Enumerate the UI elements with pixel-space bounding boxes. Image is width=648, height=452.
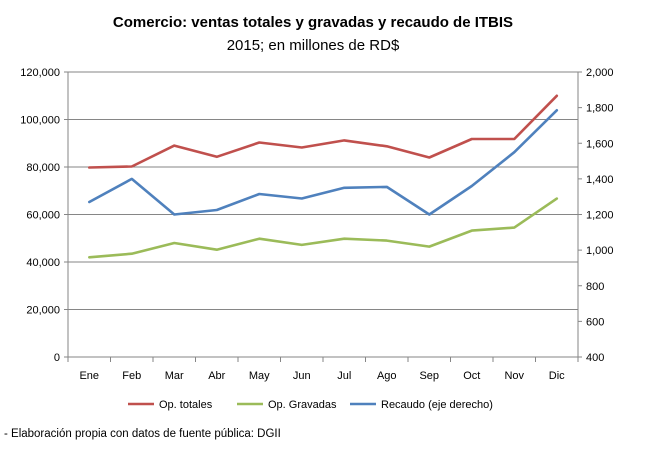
legend-label: Op. Gravadas <box>268 399 337 411</box>
right-axis-tick-label: 1,200 <box>586 210 614 222</box>
x-axis-tick-label: Mar <box>165 370 184 382</box>
right-axis-tick-label: 2,000 <box>586 67 614 79</box>
left-axis-tick-label: 80,000 <box>26 162 60 174</box>
right-axis-tick-label: 1,800 <box>586 103 614 115</box>
left-axis-tick-label: 20,000 <box>26 305 60 317</box>
left-axis-tick-label: 40,000 <box>26 257 60 269</box>
legend: Op. totales Op. Gravadas Recaudo (eje dere… <box>128 399 493 411</box>
x-axis-tick-label: May <box>249 370 270 382</box>
series-lines <box>88 94 559 259</box>
right-axis-tick-label: 1,400 <box>586 174 614 186</box>
right-axis-tick-label: 1,600 <box>586 138 614 150</box>
x-axis-tick-label: Feb <box>122 370 141 382</box>
source-footnote: - Elaboración propia con datos de fuente… <box>4 428 281 440</box>
legend-label: Op. totales <box>159 399 213 411</box>
x-axis-tick-label: Ago <box>377 370 397 382</box>
series-line-recaudo-eje-derecho <box>88 109 559 216</box>
x-axis-tick-label: Sep <box>419 370 439 382</box>
series-line-op-gravadas <box>88 197 559 259</box>
gridlines <box>68 71 578 310</box>
series-line-op-totales <box>88 94 559 169</box>
legend-label: Recaudo (eje derecho) <box>381 399 493 411</box>
right-axis-tick-label: 400 <box>586 352 604 364</box>
left-axis-tick-label: 0 <box>54 352 60 364</box>
x-axis-tick-label: Nov <box>504 370 524 382</box>
right-axis-tick-label: 600 <box>586 316 604 328</box>
x-axis-tick-label: Jul <box>337 370 351 382</box>
axes: 0 20,000 40,000 60,000 80,000 100,000 120,000 4… <box>20 67 613 382</box>
left-axis-tick-label: 100,000 <box>20 115 60 127</box>
left-axis-tick-label: 60,000 <box>26 210 60 222</box>
x-axis-tick-label: Abr <box>208 370 225 382</box>
chart-title: Comercio: ventas totales y gravadas y re… <box>113 14 513 31</box>
x-axis-tick-label: Ene <box>79 370 99 382</box>
right-axis-tick-label: 800 <box>586 281 604 293</box>
x-axis-tick-label: Jun <box>293 370 311 382</box>
right-axis-tick-label: 1,000 <box>586 245 614 257</box>
x-axis-tick-label: Dic <box>549 370 565 382</box>
left-axis-tick-label: 120,000 <box>20 67 60 79</box>
x-axis-tick-label: Oct <box>463 370 480 382</box>
chart-subtitle: 2015; en millones de RD$ <box>227 37 400 54</box>
